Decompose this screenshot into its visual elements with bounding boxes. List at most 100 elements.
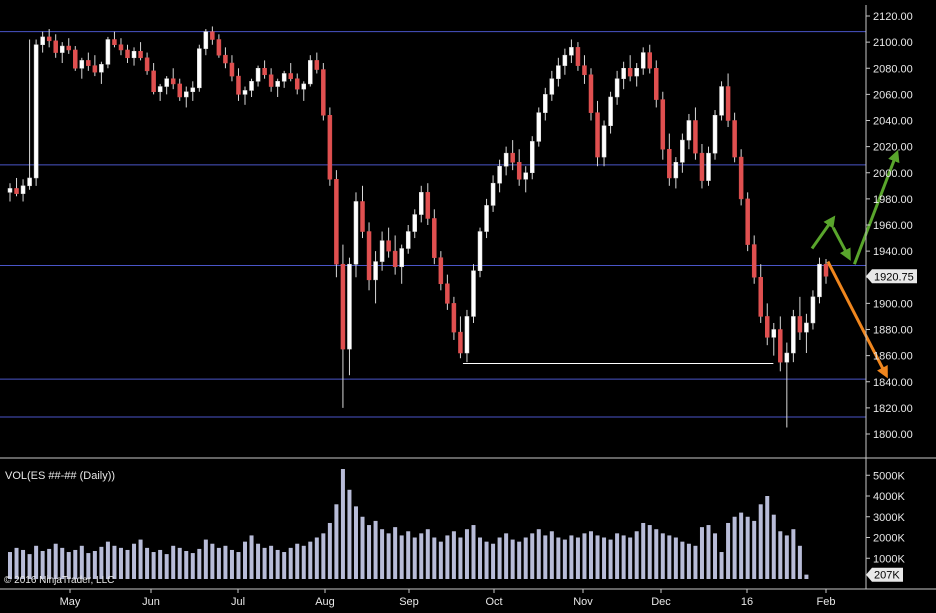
volume-bar xyxy=(314,537,319,579)
volume-bar xyxy=(660,533,665,579)
volume-bar xyxy=(145,547,150,579)
candle xyxy=(497,159,502,193)
volume-bar xyxy=(699,527,704,579)
volume-bar xyxy=(190,553,195,579)
price-tick-label: 1940.00 xyxy=(873,246,913,258)
candle xyxy=(523,166,528,193)
volume-bar xyxy=(647,525,652,579)
volume-bar xyxy=(171,545,176,579)
bullish-arrow xyxy=(852,149,900,265)
month-label: Sep xyxy=(399,596,419,608)
volume-bar xyxy=(347,489,352,579)
candle xyxy=(105,36,111,69)
last-price-marker: 1920.75 xyxy=(866,269,917,284)
bullish-arrow xyxy=(810,215,836,250)
volume-axis: 5000K 4000K 3000K 2000K 1000K xyxy=(866,470,905,565)
volume-last-marker: 207K xyxy=(866,567,903,582)
volume-bar xyxy=(438,541,443,579)
volume-bar xyxy=(229,549,234,579)
volume-bar xyxy=(223,545,228,579)
volume-bar xyxy=(478,537,483,579)
candle xyxy=(73,46,78,71)
volume-bar xyxy=(269,545,274,579)
candle xyxy=(79,57,85,79)
volume-bar xyxy=(353,506,358,579)
candle xyxy=(706,146,711,186)
month-label: Jul xyxy=(231,596,245,608)
volume-bar xyxy=(249,535,254,579)
candle xyxy=(464,309,470,363)
bearish-arrow xyxy=(826,260,888,379)
candle xyxy=(386,227,391,258)
price-tick-label: 2020.00 xyxy=(873,142,913,154)
volume-bar xyxy=(517,541,522,579)
volume-panel: VOL(ES ##-## (Daily)) 5000K 4000K 3000K 200… xyxy=(5,469,905,582)
candle xyxy=(771,322,777,356)
candle xyxy=(33,39,39,186)
volume-bar xyxy=(667,535,672,579)
volume-bar xyxy=(406,531,411,579)
candle xyxy=(634,63,639,87)
volume-bar xyxy=(758,504,763,579)
volume-bar xyxy=(726,522,731,579)
volume-bar xyxy=(340,469,345,579)
month-label: 16 xyxy=(741,596,753,608)
volume-bar xyxy=(47,548,52,579)
candle xyxy=(360,185,365,239)
candle xyxy=(46,29,52,48)
candle xyxy=(255,65,261,87)
month-label: May xyxy=(60,596,81,608)
candle xyxy=(712,110,718,160)
candle xyxy=(732,112,737,163)
candle xyxy=(314,52,320,74)
volume-bar xyxy=(778,531,783,579)
volume-bar xyxy=(458,537,463,579)
candle xyxy=(262,60,267,79)
candle xyxy=(334,170,339,278)
volume-bar xyxy=(602,537,607,579)
volume-bar xyxy=(706,525,711,579)
candle xyxy=(236,68,241,101)
candle xyxy=(477,227,483,278)
candle xyxy=(667,133,672,186)
month-label: Aug xyxy=(315,596,335,608)
price-tick-label: 2000.00 xyxy=(873,168,913,180)
volume-bar xyxy=(53,543,58,579)
candle xyxy=(190,81,196,101)
volume-bar xyxy=(530,533,535,579)
volume-bar xyxy=(243,541,248,579)
volume-bar xyxy=(8,552,12,579)
candle xyxy=(294,73,300,95)
time-axis: May Jun Jul Aug Sep Oct Nov Dec 16 Feb xyxy=(60,589,835,608)
candle xyxy=(745,192,750,252)
volume-bar xyxy=(739,512,744,579)
candle xyxy=(321,63,326,121)
candle xyxy=(569,39,574,64)
price-tick-label: 1820.00 xyxy=(873,403,913,415)
candle xyxy=(197,44,202,92)
volume-bar xyxy=(138,539,143,579)
price-tick-label: 1860.00 xyxy=(873,351,913,363)
volume-bar xyxy=(21,549,26,579)
candle xyxy=(647,44,652,74)
volume-bar xyxy=(686,543,691,579)
volume-bar xyxy=(308,541,313,579)
candle xyxy=(118,38,124,56)
volume-bar xyxy=(158,549,163,579)
volume-bar xyxy=(641,522,646,579)
candle xyxy=(516,149,522,186)
volume-bar xyxy=(256,543,261,579)
volume-bar xyxy=(184,550,189,579)
price-tick-label: 2120.00 xyxy=(873,11,913,23)
volume-tick-label: 4000K xyxy=(873,491,905,503)
candle xyxy=(99,61,104,84)
volume-bar xyxy=(132,543,137,579)
price-tick-label: 2040.00 xyxy=(873,116,913,128)
candle xyxy=(399,244,404,284)
volume-last-label: 207K xyxy=(874,570,900,582)
candle xyxy=(660,91,666,160)
volume-bar xyxy=(393,527,398,579)
volume-bar xyxy=(301,545,306,579)
candle xyxy=(458,316,463,359)
candle xyxy=(699,144,705,189)
